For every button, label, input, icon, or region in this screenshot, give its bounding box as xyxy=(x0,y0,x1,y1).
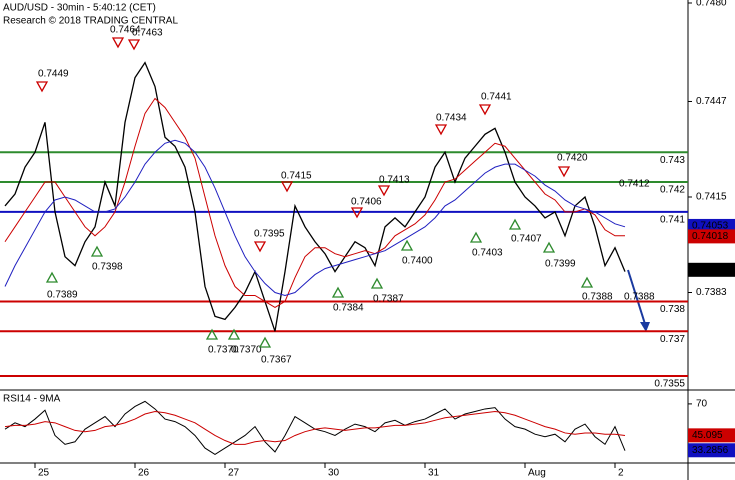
annotation-label: 0.7384 xyxy=(333,303,364,314)
resistance-marker xyxy=(434,124,448,136)
support-marker xyxy=(508,218,522,230)
rsi-tick-label: 70 xyxy=(696,399,708,410)
support-marker xyxy=(258,336,272,348)
annotation-label: 0.7398 xyxy=(92,262,123,273)
resistance-marker xyxy=(253,241,267,253)
annotation-label: 0.7400 xyxy=(402,256,433,267)
chart-title: AUD/USD - 30min - 5:40:12 (CET) xyxy=(3,3,156,14)
support-marker xyxy=(370,277,384,289)
y-tick-label: 0.7447 xyxy=(696,96,727,107)
y-tick-label: 0.7383 xyxy=(696,287,727,298)
forecast-arrow xyxy=(627,269,646,325)
level-label: 0.737 xyxy=(660,334,685,345)
rsi-box xyxy=(688,443,735,458)
level-label: 0.738 xyxy=(660,304,685,315)
annotation-label: 0.7395 xyxy=(254,229,285,240)
level-label: 0.742 xyxy=(660,185,685,196)
resistance-marker xyxy=(478,104,492,116)
annotation-label: 0.7370 xyxy=(231,345,262,356)
annotation-label: 0.7370 xyxy=(208,345,239,356)
annotation-label: 0.7441 xyxy=(481,92,512,103)
support-marker xyxy=(205,328,219,340)
x-tick-label: 31 xyxy=(428,468,440,479)
resistance-marker xyxy=(35,81,49,93)
annotation-label: 0.7387 xyxy=(373,294,404,305)
price-box xyxy=(688,229,735,244)
price-line xyxy=(4,139,626,296)
annotation-label: 0.7434 xyxy=(436,113,467,124)
annotation-label: 0.7464 xyxy=(110,25,141,36)
annotation-label: 0.7388 xyxy=(582,292,613,303)
support-marker xyxy=(90,245,104,257)
annotation-label: 0.7449 xyxy=(38,69,69,80)
price-line xyxy=(4,410,626,445)
x-tick-label: Aug xyxy=(528,468,546,479)
level-label: 0.7355 xyxy=(654,379,685,390)
annotation-label: 0.7403 xyxy=(472,248,503,259)
price-box xyxy=(688,262,735,277)
level-label: 0.741 xyxy=(660,215,685,226)
annotation-label: 0.7367 xyxy=(261,355,292,366)
annotation-label: 0.7412 xyxy=(619,179,650,190)
resistance-marker xyxy=(111,37,125,49)
chart-subtitle: Research © 2018 TRADING CENTRAL xyxy=(3,16,178,27)
support-marker xyxy=(400,239,414,251)
annotation-label: 0.7406 xyxy=(351,197,382,208)
annotation-label: 0.7413 xyxy=(379,175,410,186)
price-box-label: 0.73906 xyxy=(692,264,729,275)
forecast-arrow-head xyxy=(640,322,650,332)
resistance-marker xyxy=(280,181,294,193)
rsi-title: RSI14 - 9MA xyxy=(3,394,61,405)
resistance-marker xyxy=(127,39,141,51)
x-tick-label: 27 xyxy=(228,468,240,479)
support-marker xyxy=(331,286,345,298)
annotation-label: 0.7420 xyxy=(557,153,588,164)
resistance-marker xyxy=(350,207,364,219)
x-tick-label: 26 xyxy=(138,468,150,479)
annotation-label: 0.7388 xyxy=(624,292,655,303)
annotation-label: 0.7463 xyxy=(132,28,163,39)
price-line xyxy=(4,61,626,332)
support-marker xyxy=(542,241,556,253)
resistance-marker xyxy=(557,166,571,178)
support-marker xyxy=(227,328,241,340)
resistance-marker xyxy=(377,185,391,197)
annotation-label: 0.7407 xyxy=(511,234,542,245)
level-label: 0.743 xyxy=(660,155,685,166)
support-marker xyxy=(45,271,59,283)
rsi-box xyxy=(688,428,735,443)
price-line xyxy=(4,97,625,308)
rsi-box-label: 45.095 xyxy=(692,430,723,441)
x-tick-label: 30 xyxy=(328,468,340,479)
y-tick-label: 0.7415 xyxy=(696,192,727,203)
price-box-label: 0.74018 xyxy=(692,231,729,242)
y-tick-label: 0.7480 xyxy=(696,0,727,9)
price-box-label: 0.74053 xyxy=(692,221,729,232)
annotation-label: 0.7399 xyxy=(545,259,576,270)
annotation-label: 0.7389 xyxy=(47,290,78,301)
annotation-label: 0.7415 xyxy=(281,171,312,182)
support-marker xyxy=(580,276,594,288)
x-tick-label: 2 xyxy=(618,468,624,479)
x-tick-label: 25 xyxy=(38,468,50,479)
rsi-box-label: 33.2856 xyxy=(692,445,729,456)
support-marker xyxy=(469,231,483,243)
